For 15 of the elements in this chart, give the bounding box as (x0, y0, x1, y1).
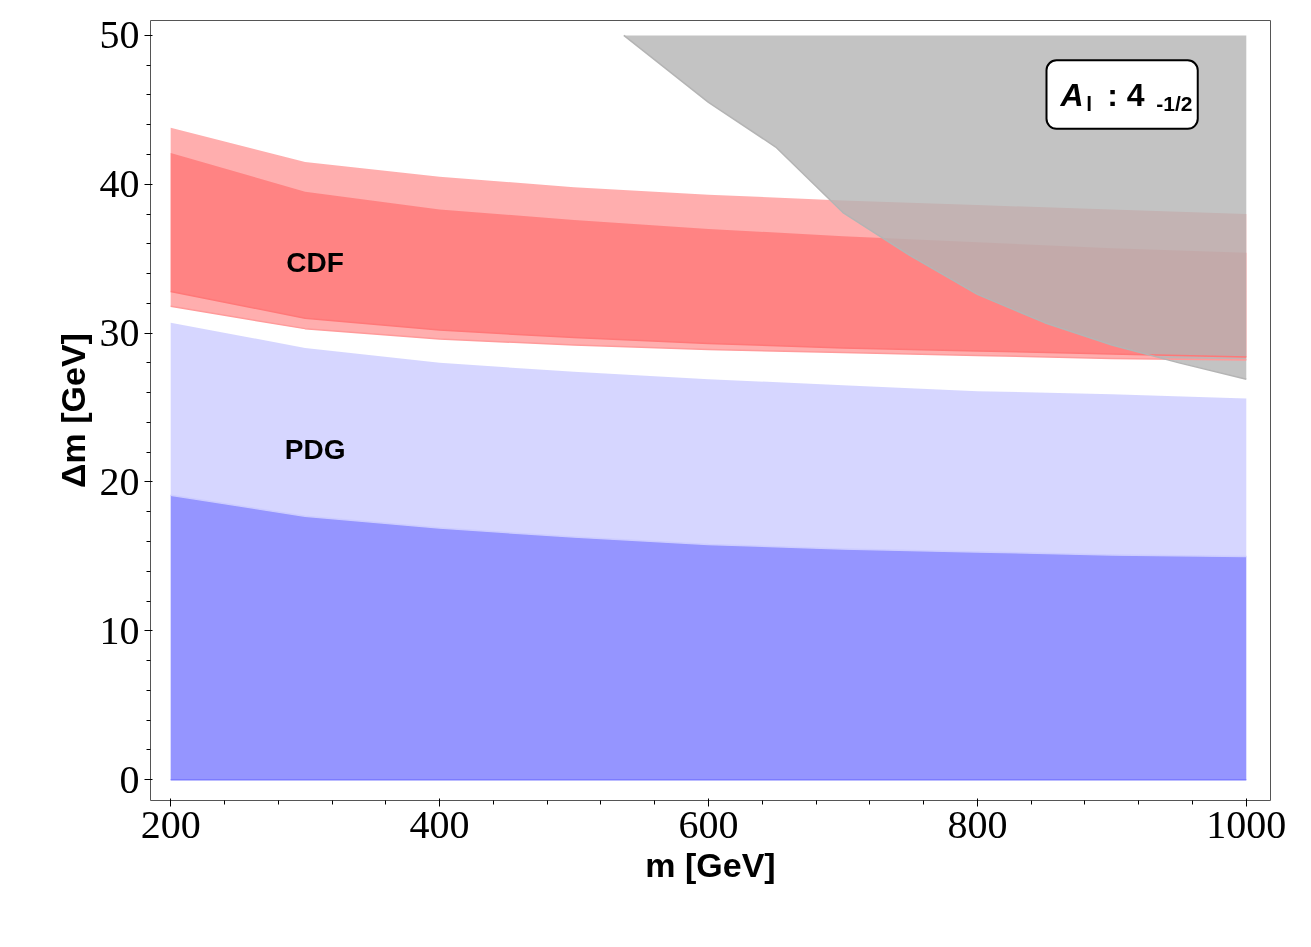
y-tick-label: 0 (119, 756, 140, 802)
x-tick-label: 600 (678, 801, 739, 847)
x-axis-title: m [GeV] (645, 845, 776, 884)
annotation: CDF (286, 246, 344, 278)
y-tick-label: 50 (99, 12, 140, 58)
annotation: PDG (284, 434, 346, 465)
x-tick-label: 800 (947, 801, 1008, 847)
y-tick-label: 40 (99, 161, 140, 207)
x-tick-label: 400 (409, 801, 470, 847)
y-tick-label: 30 (99, 310, 140, 356)
x-tick-label: 1000 (1206, 801, 1287, 847)
y-tick-label: 10 (99, 607, 140, 653)
y-tick-label: 20 (99, 458, 140, 504)
x-tick-label: 200 (140, 801, 201, 847)
y-axis-title: Δm [GeV] (53, 333, 92, 488)
